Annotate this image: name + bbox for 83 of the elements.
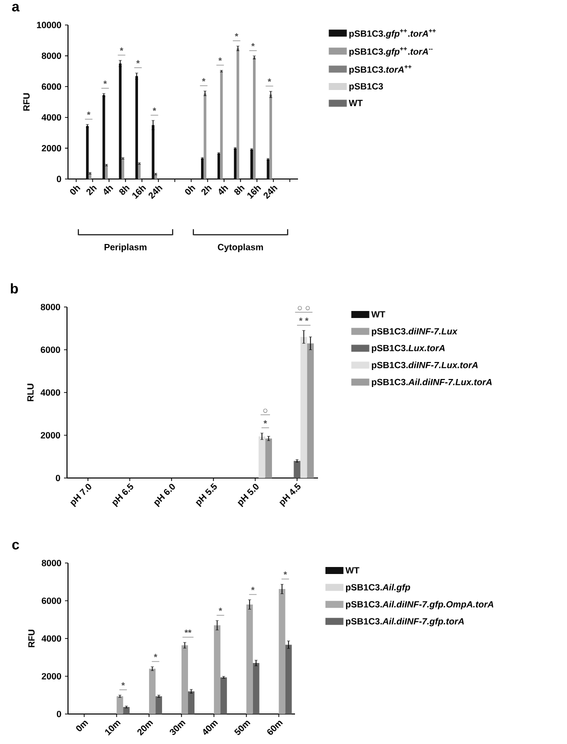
legend-label: pSB1C3.Ail.diINF-7.gfp.OmpA.torA	[346, 600, 494, 610]
x-tick-label: 16h	[247, 186, 262, 199]
y-tick-label: 6000	[40, 346, 60, 353]
text: Cytoplasm	[218, 244, 263, 252]
y-tick-label: 4000	[40, 389, 60, 396]
x-tick-label: pH 6.0	[154, 484, 175, 508]
annotation: *	[218, 608, 222, 612]
y-tick-label: 8000	[40, 304, 60, 310]
legend-label: pSB1C3.torA$^{++}$	[349, 65, 412, 75]
y-tick-label: 4000	[42, 114, 62, 121]
y-tick-label: 8000	[42, 560, 62, 566]
y-tick-label: 6000	[42, 598, 62, 604]
legend-label: pSB1C3.Ail.diINF-7.Lux.torA	[372, 378, 492, 388]
x-tick-label: 20m	[137, 720, 154, 736]
x-tick-label: 0h	[70, 186, 80, 195]
annotation: ○	[263, 408, 268, 413]
annotation: *	[120, 48, 124, 51]
x-tick-label: 24h	[148, 186, 163, 200]
annotation: *	[103, 80, 107, 84]
x-tick-label: 4h	[218, 186, 228, 195]
x-tick-label: 40m	[203, 720, 218, 735]
y-tick-label: 0	[56, 176, 62, 182]
y-tick-label: 2000	[40, 432, 60, 438]
y-tick-label: 0	[56, 710, 62, 718]
y-tick-label: 8000	[42, 52, 62, 59]
chart-title: c	[12, 542, 20, 550]
legend-label: pSB1C3.diINF-7.Lux	[372, 328, 458, 336]
annotation: *	[251, 43, 255, 46]
x-tick-label: 16h	[132, 186, 146, 199]
annotation: *	[202, 78, 206, 82]
annotation: *	[218, 58, 222, 61]
x-tick-label: 2h	[86, 186, 97, 196]
annotation: *	[152, 108, 156, 111]
legend-label: WT	[371, 311, 386, 318]
chart-title: a	[12, 4, 20, 12]
x-tick-label: 8h	[234, 186, 245, 195]
y-tick-label: 4000	[42, 635, 62, 642]
annotation: *	[234, 33, 238, 37]
annotation: *	[251, 586, 255, 590]
x-tick-label: 2h	[201, 186, 212, 196]
legend-label: pSB1C3.gfp$^{++}$.torA$^{++}$	[349, 29, 436, 39]
legend-label: pSB1C3.diINF-7.Lux.torA	[372, 362, 478, 370]
text: Periplasm	[104, 244, 146, 252]
y-tick-label: 6000	[42, 83, 62, 90]
legend-label: pSB1C3.gfp$^{++}$.torA$^{--}$	[349, 47, 433, 57]
annotation: *	[86, 112, 90, 115]
x-tick-label: 10m	[105, 720, 121, 736]
legend-label: WT	[348, 100, 363, 106]
y-tick-label: 2000	[42, 145, 62, 152]
x-tick-label: pH 5.0	[238, 484, 259, 508]
annotation: *	[121, 682, 125, 686]
annotation: *	[136, 60, 140, 64]
y-axis-title: RFU	[28, 630, 35, 648]
legend-label: WT	[345, 567, 360, 574]
annotation: **	[184, 630, 192, 633]
annotation: * *	[299, 318, 309, 321]
x-tick-label: pH 5.5	[196, 483, 217, 508]
x-tick-label: 4h	[104, 186, 114, 195]
x-tick-label: pH 4.5	[279, 483, 300, 508]
x-tick-label: 30m	[170, 720, 186, 735]
x-tick-label: 60m	[267, 720, 283, 735]
x-tick-label: 50m	[234, 720, 250, 735]
x-tick-label: 0m	[76, 720, 88, 732]
annotation: *	[284, 571, 288, 575]
legend-label: pSB1C3	[349, 83, 383, 92]
x-tick-label: 0h	[185, 186, 196, 195]
legend-label: pSB1C3.Ail.gfp	[346, 584, 410, 592]
x-tick-label: pH 6.5	[112, 483, 134, 508]
y-axis-title: RLU	[27, 384, 34, 402]
y-tick-label: 2000	[42, 673, 62, 680]
y-tick-label: 10000	[37, 22, 62, 28]
chart-title: b	[10, 283, 18, 294]
annotation: *	[154, 654, 158, 658]
annotation: *	[264, 420, 268, 424]
y-tick-label: 0	[56, 474, 60, 482]
annotation: ○ ○	[298, 306, 310, 310]
legend-label: pSB1C3.Ail.diINF-7.gfp.torA	[346, 618, 464, 626]
x-tick-label: 24h	[264, 186, 278, 200]
annotation: *	[268, 78, 272, 82]
x-tick-label: pH 7.0	[70, 484, 92, 508]
legend-label: pSB1C3.Lux.torA	[372, 344, 445, 354]
y-axis-title: RFU	[23, 93, 30, 111]
x-tick-label: 8h	[119, 186, 130, 195]
